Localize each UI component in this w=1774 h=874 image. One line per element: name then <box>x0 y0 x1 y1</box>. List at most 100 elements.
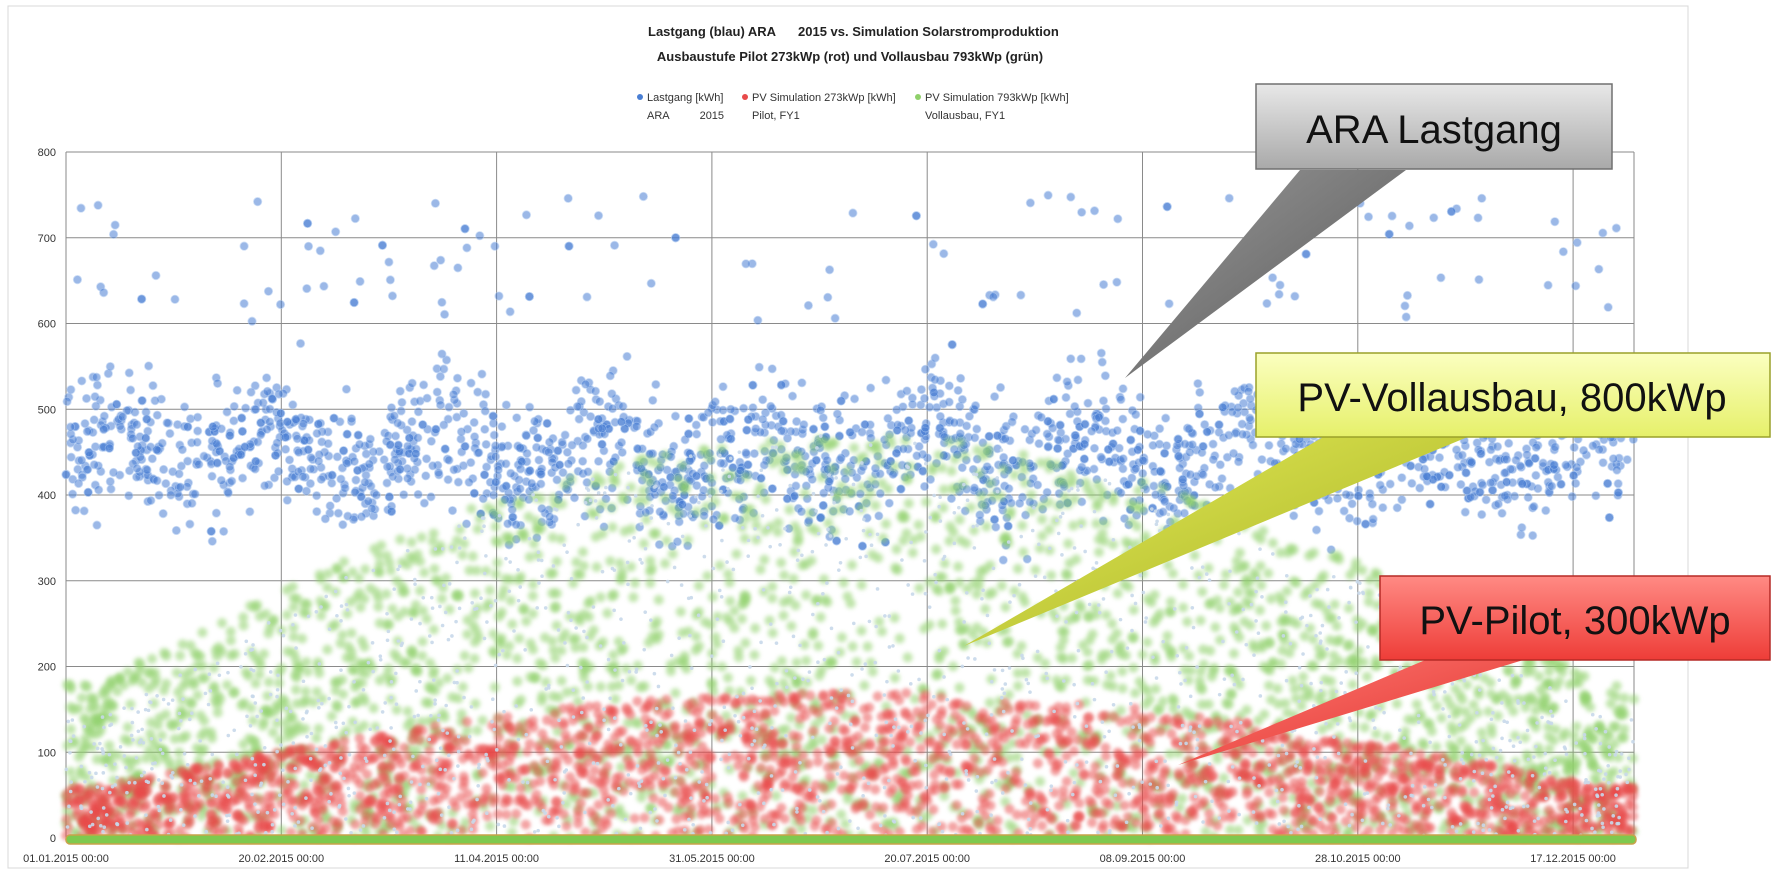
point-pv-vollausbau <box>1228 648 1239 659</box>
point-lastgang <box>512 413 522 423</box>
point-lastgang <box>407 416 417 427</box>
point-lastgang <box>1415 483 1425 493</box>
point-pv-vollausbau <box>1524 695 1535 706</box>
point-lastgang <box>1020 424 1030 434</box>
point-pv-vollausbau <box>736 491 747 502</box>
point-pv-vollausbau <box>815 612 826 623</box>
point-pv-vollausbau <box>1040 658 1051 669</box>
point-lastgang <box>410 465 420 475</box>
point-lastgang <box>1375 480 1385 490</box>
point-pv-vollausbau <box>472 725 483 736</box>
point-pv-vollausbau <box>667 549 678 560</box>
point-lastgang <box>1504 438 1514 448</box>
title-line1-right: 2015 vs. Simulation Solarstromproduktion <box>798 24 1059 39</box>
point-lastgang <box>481 462 492 472</box>
point-lastgang <box>1611 223 1621 233</box>
point-lastgang <box>1073 375 1083 385</box>
point-pv-vollausbau <box>1571 721 1582 732</box>
point-lastgang <box>464 477 474 487</box>
point-lastgang <box>544 437 555 447</box>
point-lastgang <box>1475 487 1485 497</box>
point-pv-vollausbau <box>419 567 430 578</box>
point-pv-vollausbau <box>1280 698 1291 709</box>
point-lastgang <box>1578 445 1589 456</box>
point-pv-vollausbau <box>1000 602 1011 613</box>
point-pv-vollausbau <box>1035 457 1046 468</box>
point-lastgang <box>1436 482 1446 492</box>
point-lastgang <box>223 488 233 498</box>
point-pv-vollausbau <box>788 573 799 584</box>
point-pv-vollausbau <box>1555 661 1566 672</box>
point-pv-vollausbau <box>607 522 618 533</box>
point-pv-vollausbau <box>1112 588 1123 599</box>
point-pv-vollausbau <box>937 618 948 629</box>
point-pv-vollausbau <box>691 506 702 517</box>
point-lastgang <box>1612 465 1622 475</box>
point-lastgang <box>537 503 547 514</box>
point-pv-vollausbau <box>934 586 945 597</box>
point-pv-vollausbau <box>463 663 474 674</box>
point-pv-vollausbau <box>729 623 740 634</box>
point-lastgang <box>1118 384 1128 394</box>
point-lastgang <box>988 292 998 302</box>
point-lastgang <box>439 309 450 319</box>
point-pv-vollausbau <box>505 595 516 606</box>
point-lastgang <box>433 468 444 478</box>
point-pv-vollausbau <box>759 554 770 565</box>
point-pv-vollausbau <box>393 611 404 622</box>
point-pv-vollausbau <box>1084 659 1095 670</box>
point-lastgang <box>741 448 751 458</box>
point-lastgang <box>1473 213 1483 223</box>
point-pv-vollausbau <box>786 621 797 632</box>
point-lastgang <box>282 495 292 505</box>
point-pv-vollausbau <box>1581 694 1592 705</box>
point-lastgang <box>748 403 758 413</box>
point-lastgang <box>1422 471 1432 481</box>
point-lastgang <box>460 224 470 234</box>
point-pv-vollausbau <box>1306 660 1317 671</box>
point-lastgang <box>975 510 985 520</box>
point-lastgang <box>215 446 225 456</box>
point-lastgang <box>148 381 158 391</box>
point-pv-vollausbau <box>1189 550 1200 561</box>
point-lastgang <box>563 459 574 469</box>
point-pv-vollausbau <box>1177 793 1188 804</box>
point-lastgang <box>110 220 120 230</box>
point-lastgang <box>590 386 601 396</box>
point-pv-vollausbau <box>292 660 303 671</box>
point-pv-vollausbau <box>1091 518 1102 529</box>
point-pv-vollausbau <box>914 583 925 594</box>
point-pv-vollausbau <box>462 615 473 626</box>
point-pv-vollausbau <box>158 685 169 696</box>
point-lastgang <box>300 435 310 446</box>
point-lastgang <box>646 278 656 288</box>
point-lastgang <box>393 418 403 428</box>
point-pv-vollausbau <box>749 650 760 661</box>
point-lastgang <box>185 519 195 529</box>
point-lastgang <box>1567 491 1577 502</box>
point-lastgang <box>1043 416 1053 426</box>
point-lastgang <box>651 379 661 390</box>
point-pv-vollausbau <box>261 704 272 715</box>
point-pv-vollausbau <box>174 747 185 758</box>
point-pv-vollausbau <box>1331 636 1342 647</box>
point-lastgang <box>459 408 469 418</box>
point-lastgang <box>1034 439 1044 449</box>
point-pv-vollausbau <box>1062 499 1073 510</box>
point-pv-vollausbau <box>537 690 548 701</box>
point-lastgang <box>567 440 577 450</box>
point-pv-vollausbau <box>585 595 596 606</box>
point-lastgang <box>112 399 122 409</box>
y-tick-label: 0 <box>50 833 56 845</box>
point-pv-vollausbau <box>556 534 567 545</box>
point-lastgang <box>1049 394 1059 404</box>
point-lastgang <box>1113 214 1123 224</box>
point-lastgang <box>946 493 957 504</box>
point-lastgang <box>208 422 218 432</box>
point-pv-vollausbau <box>1082 647 1093 658</box>
point-lastgang <box>489 430 499 440</box>
point-lastgang <box>597 423 607 433</box>
point-pv-vollausbau <box>518 527 529 538</box>
point-lastgang <box>448 389 459 400</box>
point-lastgang <box>282 476 292 487</box>
